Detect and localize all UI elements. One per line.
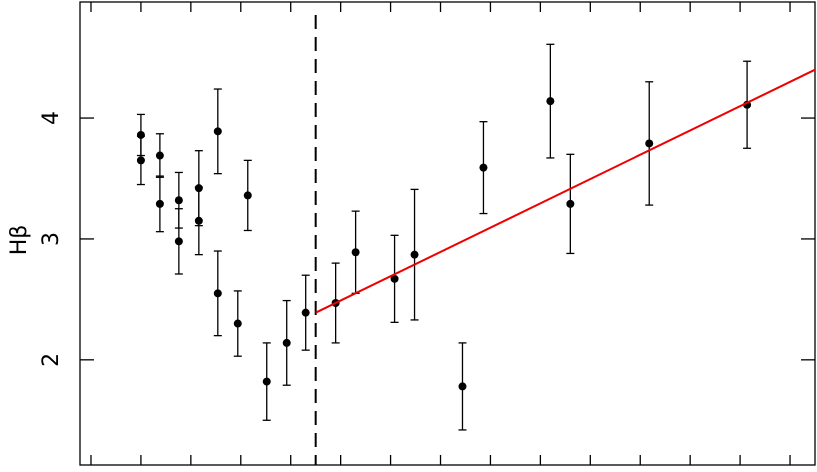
data-point: [213, 127, 222, 136]
data-point: [136, 156, 145, 165]
data-point: [174, 196, 183, 205]
data-point: [155, 151, 164, 160]
fit-line: [315, 68, 816, 314]
data-point: [243, 191, 252, 200]
data-point: [546, 97, 555, 106]
data-point: [194, 216, 203, 225]
plot-frame: [79, 1, 816, 466]
data-point: [262, 377, 271, 386]
y-tick-label: 4: [39, 111, 64, 125]
y-axis-label: Hβ: [7, 225, 32, 256]
data-point: [479, 163, 488, 172]
data-point: [410, 250, 419, 259]
data-point: [458, 382, 467, 391]
data-point: [645, 139, 654, 148]
data-point: [566, 199, 575, 208]
data-point: [233, 319, 242, 328]
data-point: [155, 199, 164, 208]
data-point: [136, 130, 145, 139]
data-point: [213, 289, 222, 298]
data-point: [351, 248, 360, 257]
data-point: [301, 308, 310, 317]
data-point: [390, 274, 399, 283]
y-tick-label: 2: [39, 353, 64, 367]
data-point: [174, 237, 183, 246]
y-tick-label: 3: [39, 232, 64, 246]
data-point: [282, 338, 291, 347]
